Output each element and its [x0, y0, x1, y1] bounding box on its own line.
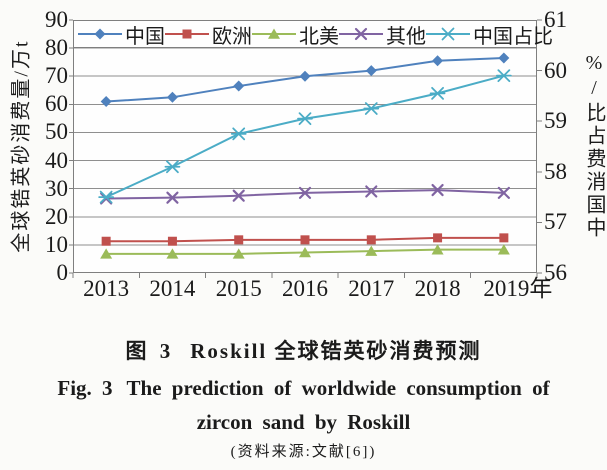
left-tick-label: 80 — [45, 35, 68, 61]
caption-source: (资料来源:文献[6]) — [230, 444, 377, 460]
x-tick-label: 2016 — [282, 276, 328, 301]
caption-en-text: The prediction of worldwide consumption … — [126, 376, 550, 400]
left-tick-label: 70 — [45, 63, 68, 89]
caption-zh-title: Roskill 全球锆英砂消费预测 — [190, 339, 482, 363]
marker-square-icon — [433, 233, 443, 243]
x-tick-label: 2014 — [149, 276, 196, 301]
legend-marker — [165, 29, 209, 39]
chart-legend: 中国 欧洲 北美 其他 中国占比 — [74, 20, 553, 49]
marker-x-icon — [431, 183, 444, 197]
legend-label: 欧洲 — [212, 25, 252, 48]
marker-x-icon — [298, 186, 312, 199]
legend-label: 中国占比 — [473, 25, 553, 48]
x-tick-label: 2017 — [348, 276, 395, 301]
figure-caption: 图 3 Roskill 全球锆英砂消费预测 Fig. 3 The predictio… — [0, 338, 607, 462]
right-tick-label: 59 — [544, 108, 567, 134]
marker-diamond-icon — [100, 96, 112, 108]
plot-background — [73, 20, 537, 273]
marker-diamond-icon — [166, 91, 178, 103]
left-tick-label: 10 — [45, 231, 68, 257]
legend-item: 中国 — [78, 20, 165, 49]
marker-triangle-icon — [431, 244, 444, 255]
series-star — [98, 69, 512, 204]
marker-triangle-icon — [166, 248, 179, 259]
marker-x-icon — [365, 185, 378, 198]
marker-diamond-icon — [365, 65, 377, 77]
marker-star-icon — [495, 69, 512, 83]
marker-diamond-icon — [498, 52, 510, 64]
marker-triangle-icon — [232, 248, 245, 259]
marker-x-icon — [166, 191, 179, 204]
x-tick-label: 2019年 — [483, 276, 553, 301]
right-axis-title: %/比占费消国中 — [583, 52, 605, 240]
left-tick-label: 20 — [45, 203, 68, 229]
marker-star-icon — [297, 112, 313, 126]
marker-x-icon — [232, 189, 245, 202]
marker-star-icon — [440, 27, 456, 41]
marker-square-icon — [234, 235, 244, 245]
series-x — [100, 183, 510, 205]
marker-diamond-icon — [432, 55, 444, 67]
marker-star-icon — [164, 160, 181, 174]
plot-area — [69, 19, 542, 278]
marker-triangle-icon — [100, 248, 113, 259]
legend-label: 中国 — [125, 25, 165, 48]
legend-marker — [78, 28, 122, 40]
right-tick-label: 60 — [544, 57, 567, 83]
plot-border — [72, 19, 538, 274]
right-tick-label: 61 — [544, 7, 567, 32]
left-tick-label: 30 — [45, 175, 68, 201]
chart-container: 全球锆英砂消费量/万t %/比占费消国中 中国 欧洲 北美 其他 中国占比 90 80 70… — [11, 7, 606, 301]
marker-triangle-icon — [365, 245, 378, 256]
marker-square-icon — [101, 236, 111, 246]
legend-marker — [339, 27, 383, 41]
left-tick-label: 0 — [56, 260, 69, 285]
caption-zh: 图 3 Roskill 全球锆英砂消费预测 — [0, 338, 607, 364]
left-tick-label: 40 — [45, 147, 68, 173]
caption-en-line2: zircon sand by Roskill — [196, 410, 411, 434]
series-diamond — [100, 52, 510, 108]
marker-diamond-icon — [299, 70, 311, 82]
right-tick-label: 56 — [544, 260, 567, 285]
marker-star-icon — [98, 190, 115, 204]
marker-square-icon — [300, 235, 310, 245]
marker-x-icon — [354, 27, 368, 41]
legend-item: 欧洲 — [165, 20, 252, 49]
marker-diamond-icon — [94, 28, 106, 40]
legend-item: 其他 — [339, 20, 426, 49]
marker-triangle-icon — [268, 28, 280, 39]
marker-star-icon — [363, 102, 380, 115]
x-tick-label: 2018 — [414, 276, 461, 301]
right-tick-label: 57 — [544, 209, 567, 235]
left-tick-label: 60 — [45, 91, 68, 117]
caption-zh-number: 图 3 — [125, 339, 175, 363]
legend-marker — [426, 27, 470, 41]
legend-marker — [252, 28, 296, 39]
marker-x-icon — [497, 186, 510, 199]
legend-label: 其他 — [386, 25, 426, 48]
marker-star-icon — [230, 127, 247, 141]
right-tick-label: 58 — [544, 158, 567, 184]
legend-label: 北美 — [299, 25, 339, 48]
series-triangle — [100, 244, 510, 259]
caption-en-line1: Fig. 3 The prediction of worldwide consum… — [0, 374, 607, 402]
marker-square-icon — [182, 29, 192, 39]
x-tick-label: 2013 — [83, 276, 130, 301]
legend-item: 中国占比 — [426, 20, 553, 49]
left-tick-label: 90 — [45, 7, 68, 32]
marker-triangle-icon — [299, 246, 311, 258]
marker-diamond-icon — [233, 80, 245, 92]
x-tick-label: 2015 — [215, 276, 262, 301]
series-square — [101, 233, 509, 246]
marker-star-icon — [429, 86, 446, 100]
legend-item: 北美 — [252, 20, 339, 49]
marker-square-icon — [499, 233, 509, 243]
marker-square-icon — [167, 236, 177, 246]
marker-triangle-icon — [497, 244, 510, 255]
caption-en-number: Fig. 3 — [57, 376, 113, 400]
marker-square-icon — [366, 235, 376, 245]
left-tick-label: 50 — [45, 119, 68, 145]
